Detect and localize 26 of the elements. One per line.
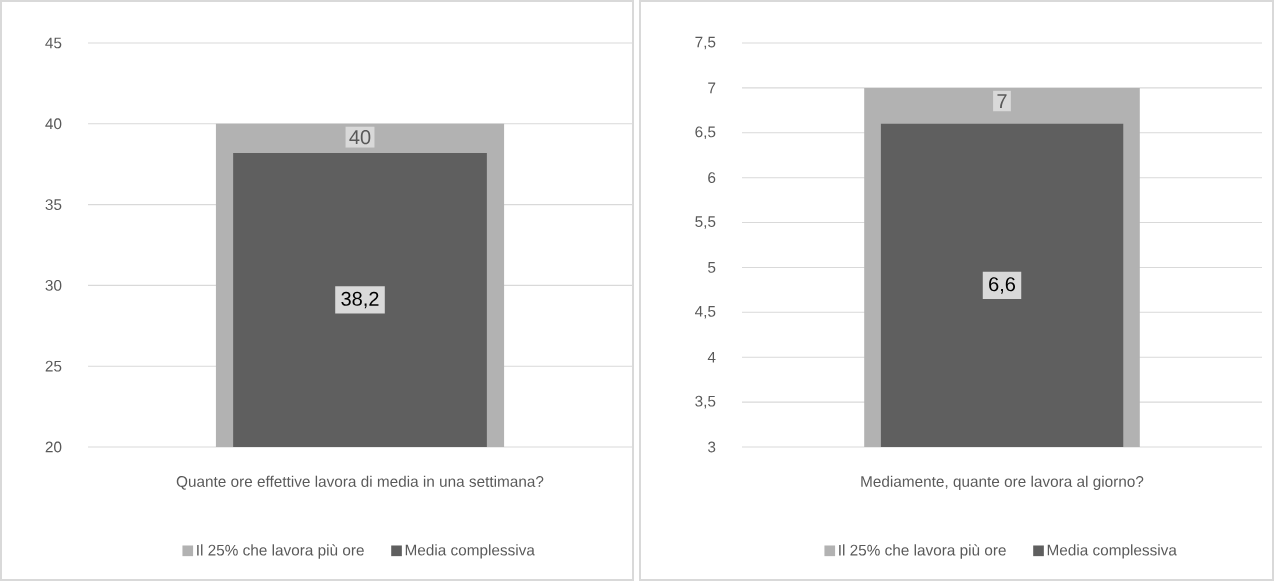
y-tick-label: 3,5 bbox=[695, 395, 716, 409]
data-label: 40 bbox=[349, 130, 371, 145]
y-tick-label: 25 bbox=[45, 360, 62, 372]
x-tick-label: Mediamente, quante ore lavora al giorno? bbox=[861, 475, 1144, 490]
data-label: 38,2 bbox=[341, 291, 379, 309]
legend-label: Media complessiva bbox=[1047, 544, 1177, 559]
y-tick-label: 5,5 bbox=[695, 216, 716, 229]
y-tick-label: 6,5 bbox=[695, 126, 716, 140]
y-tick-label: 5 bbox=[708, 262, 716, 273]
x-tick-label: Quante ore effettive lavora di media in una settimana? bbox=[176, 475, 544, 490]
legend-label: Il 25% che lavora più ore bbox=[197, 544, 364, 559]
y-tick-label: 40 bbox=[45, 118, 62, 130]
y-tick-label: 20 bbox=[45, 441, 62, 453]
legend-label: Media complessiva bbox=[405, 544, 535, 559]
y-tick-label: 4 bbox=[707, 351, 716, 363]
y-tick-label: 30 bbox=[45, 279, 62, 291]
y-tick-label: 7 bbox=[708, 82, 716, 94]
data-label: 6,6 bbox=[989, 277, 1016, 294]
data-label: 7 bbox=[997, 94, 1007, 108]
legend-label: Il 25% che lavora più ore bbox=[839, 544, 1006, 559]
y-tick-label: 4,5 bbox=[695, 306, 716, 319]
y-tick-label: 45 bbox=[45, 37, 62, 49]
y-tick-label: 3 bbox=[708, 441, 716, 453]
y-tick-label: 6 bbox=[708, 172, 716, 184]
y-tick-label: 35 bbox=[45, 199, 62, 211]
y-tick-label: 7,5 bbox=[695, 36, 716, 50]
